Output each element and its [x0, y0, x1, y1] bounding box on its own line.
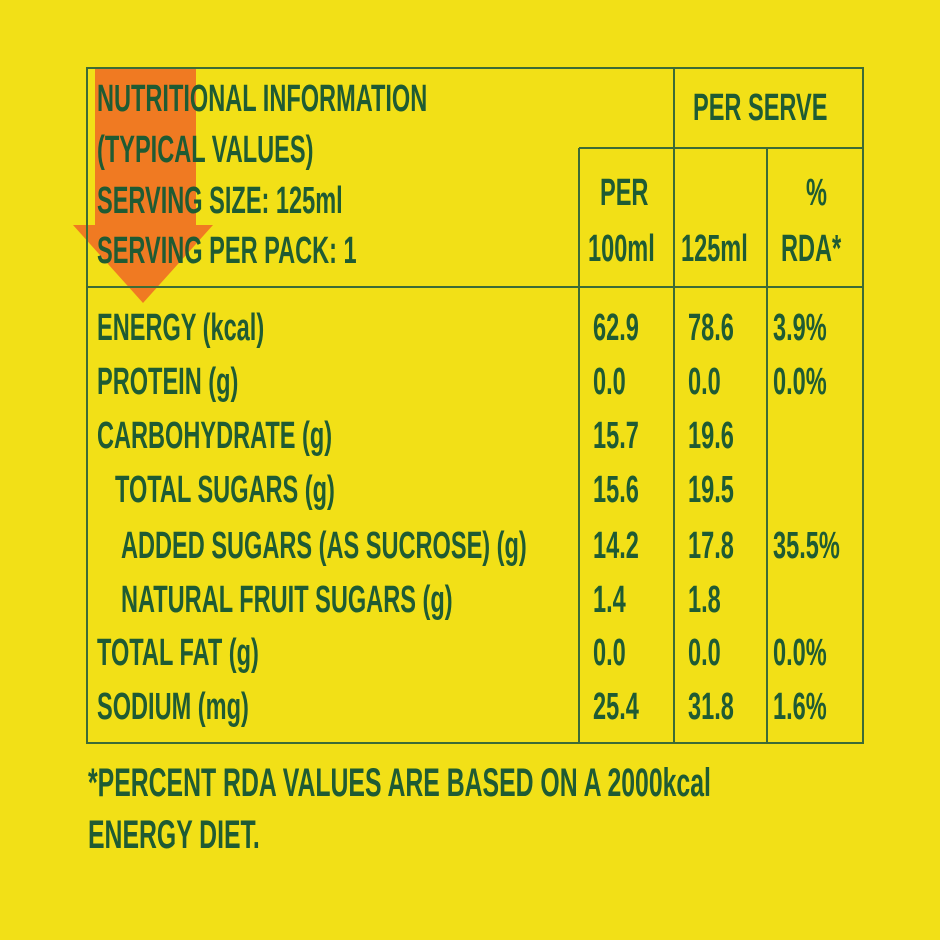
row-rda: 35.5%	[773, 525, 840, 567]
row-per125: 19.6	[688, 415, 734, 457]
per-serve-header: PER SERVE	[693, 87, 828, 129]
row-per100: 0.0	[593, 361, 626, 403]
table-subtitle: (TYPICAL VALUES)	[97, 129, 314, 171]
row-per125: 19.5	[688, 469, 734, 511]
serving-per-pack: SERVING PER PACK: 1	[97, 230, 357, 272]
row-label: SODIUM (mg)	[97, 686, 249, 728]
col-per100-header-line1: PER	[600, 172, 649, 214]
row-label: TOTAL FAT (g)	[97, 632, 259, 674]
row-label: ENERGY (kcal)	[97, 307, 265, 349]
row-per100: 25.4	[593, 686, 639, 728]
row-label: CARBOHYDRATE (g)	[97, 415, 333, 457]
col-rda-header-line2: RDA*	[781, 228, 842, 270]
row-label: TOTAL SUGARS (g)	[115, 469, 335, 511]
serving-size: SERVING SIZE: 125ml	[97, 180, 343, 222]
row-per125: 78.6	[688, 307, 734, 349]
row-per125: 17.8	[688, 525, 734, 567]
row-per125: 0.0	[688, 361, 721, 403]
col-rda-header-line1: %	[806, 172, 827, 214]
row-label: PROTEIN (g)	[97, 361, 239, 403]
col-per100-header-line2: 100ml	[588, 228, 655, 270]
row-label: ADDED SUGARS (AS SUCROSE) (g)	[121, 525, 527, 567]
footnote-line2: ENERGY DIET.	[88, 813, 260, 857]
row-per125: 1.8	[688, 579, 721, 621]
row-per100: 15.6	[593, 469, 639, 511]
row-rda: 0.0%	[773, 632, 827, 674]
row-rda: 3.9%	[773, 307, 827, 349]
row-per125: 31.8	[688, 686, 734, 728]
col-125ml-header: 125ml	[681, 228, 748, 270]
row-rda: 0.0%	[773, 361, 827, 403]
row-per100: 15.7	[593, 415, 639, 457]
table-title: NUTRITIONAL INFORMATION	[97, 78, 428, 120]
row-rda: 1.6%	[773, 686, 827, 728]
row-per100: 14.2	[593, 525, 639, 567]
row-label: NATURAL FRUIT SUGARS (g)	[121, 579, 453, 621]
footnote-line1: *PERCENT RDA VALUES ARE BASED ON A 2000k…	[88, 761, 711, 805]
row-per100: 62.9	[593, 307, 639, 349]
row-per100: 1.4	[593, 579, 626, 621]
row-per125: 0.0	[688, 632, 721, 674]
row-per100: 0.0	[593, 632, 626, 674]
